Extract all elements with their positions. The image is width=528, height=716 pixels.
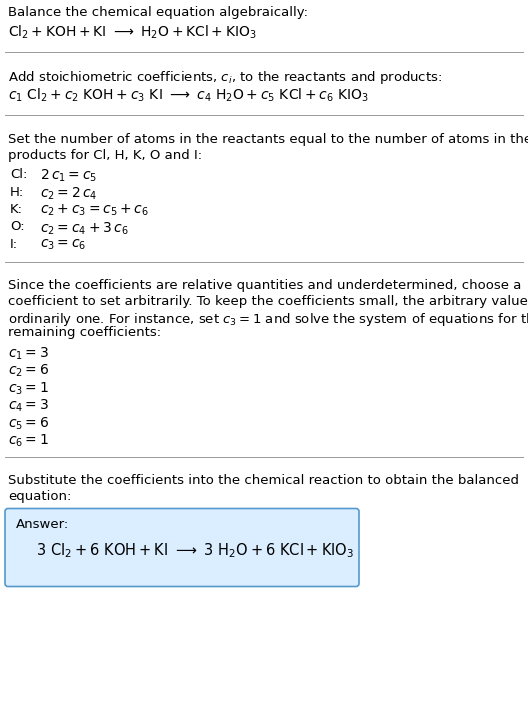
Text: ordinarily one. For instance, set $c_3 = 1$ and solve the system of equations fo: ordinarily one. For instance, set $c_3 =…: [8, 311, 528, 327]
FancyBboxPatch shape: [5, 508, 359, 586]
Text: Balance the chemical equation algebraically:: Balance the chemical equation algebraica…: [8, 6, 308, 19]
Text: Set the number of atoms in the reactants equal to the number of atoms in the: Set the number of atoms in the reactants…: [8, 133, 528, 146]
Text: Since the coefficients are relative quantities and underdetermined, choose a: Since the coefficients are relative quan…: [8, 279, 521, 293]
Text: $c_3 = 1$: $c_3 = 1$: [8, 380, 49, 397]
Text: $c_2 = 6$: $c_2 = 6$: [8, 363, 49, 379]
Text: products for Cl, H, K, O and I:: products for Cl, H, K, O and I:: [8, 148, 202, 162]
Text: $2\,c_1 = c_5$: $2\,c_1 = c_5$: [40, 168, 97, 185]
Text: Add stoichiometric coefficients, $c_i$, to the reactants and products:: Add stoichiometric coefficients, $c_i$, …: [8, 69, 442, 87]
Text: $c_1\ \mathrm{Cl_2} + c_2\ \mathrm{KOH} + c_3\ \mathrm{KI}\ \longrightarrow\ c_4: $c_1\ \mathrm{Cl_2} + c_2\ \mathrm{KOH} …: [8, 87, 369, 105]
Text: $c_6 = 1$: $c_6 = 1$: [8, 433, 49, 450]
Text: $c_4 = 3$: $c_4 = 3$: [8, 398, 49, 415]
Text: $c_2 = c_4 + 3\,c_6$: $c_2 = c_4 + 3\,c_6$: [40, 221, 129, 237]
Text: $c_2 = 2\,c_4$: $c_2 = 2\,c_4$: [40, 185, 98, 202]
Text: coefficient to set arbitrarily. To keep the coefficients small, the arbitrary va: coefficient to set arbitrarily. To keep …: [8, 295, 528, 308]
Text: $c_1 = 3$: $c_1 = 3$: [8, 346, 49, 362]
Text: $3\ \mathrm{Cl_2} + 6\ \mathrm{KOH} + \mathrm{KI}\ \longrightarrow\ 3\ \mathrm{H: $3\ \mathrm{Cl_2} + 6\ \mathrm{KOH} + \m…: [36, 541, 354, 560]
Text: $\mathrm{Cl_2} + \mathrm{KOH} + \mathrm{KI}\ \longrightarrow\ \mathrm{H_2O} + \m: $\mathrm{Cl_2} + \mathrm{KOH} + \mathrm{…: [8, 24, 257, 41]
Text: K:: K:: [10, 203, 23, 216]
Text: H:: H:: [10, 185, 24, 198]
Text: Substitute the coefficients into the chemical reaction to obtain the balanced: Substitute the coefficients into the che…: [8, 475, 519, 488]
Text: I:: I:: [10, 238, 18, 251]
Text: $c_2 + c_3 = c_5 + c_6$: $c_2 + c_3 = c_5 + c_6$: [40, 203, 149, 218]
Text: $c_3 = c_6$: $c_3 = c_6$: [40, 238, 87, 253]
Text: remaining coefficients:: remaining coefficients:: [8, 326, 161, 339]
Text: Answer:: Answer:: [16, 518, 69, 531]
Text: equation:: equation:: [8, 490, 71, 503]
Text: Cl:: Cl:: [10, 168, 27, 181]
Text: $c_5 = 6$: $c_5 = 6$: [8, 415, 49, 432]
Text: O:: O:: [10, 221, 25, 233]
